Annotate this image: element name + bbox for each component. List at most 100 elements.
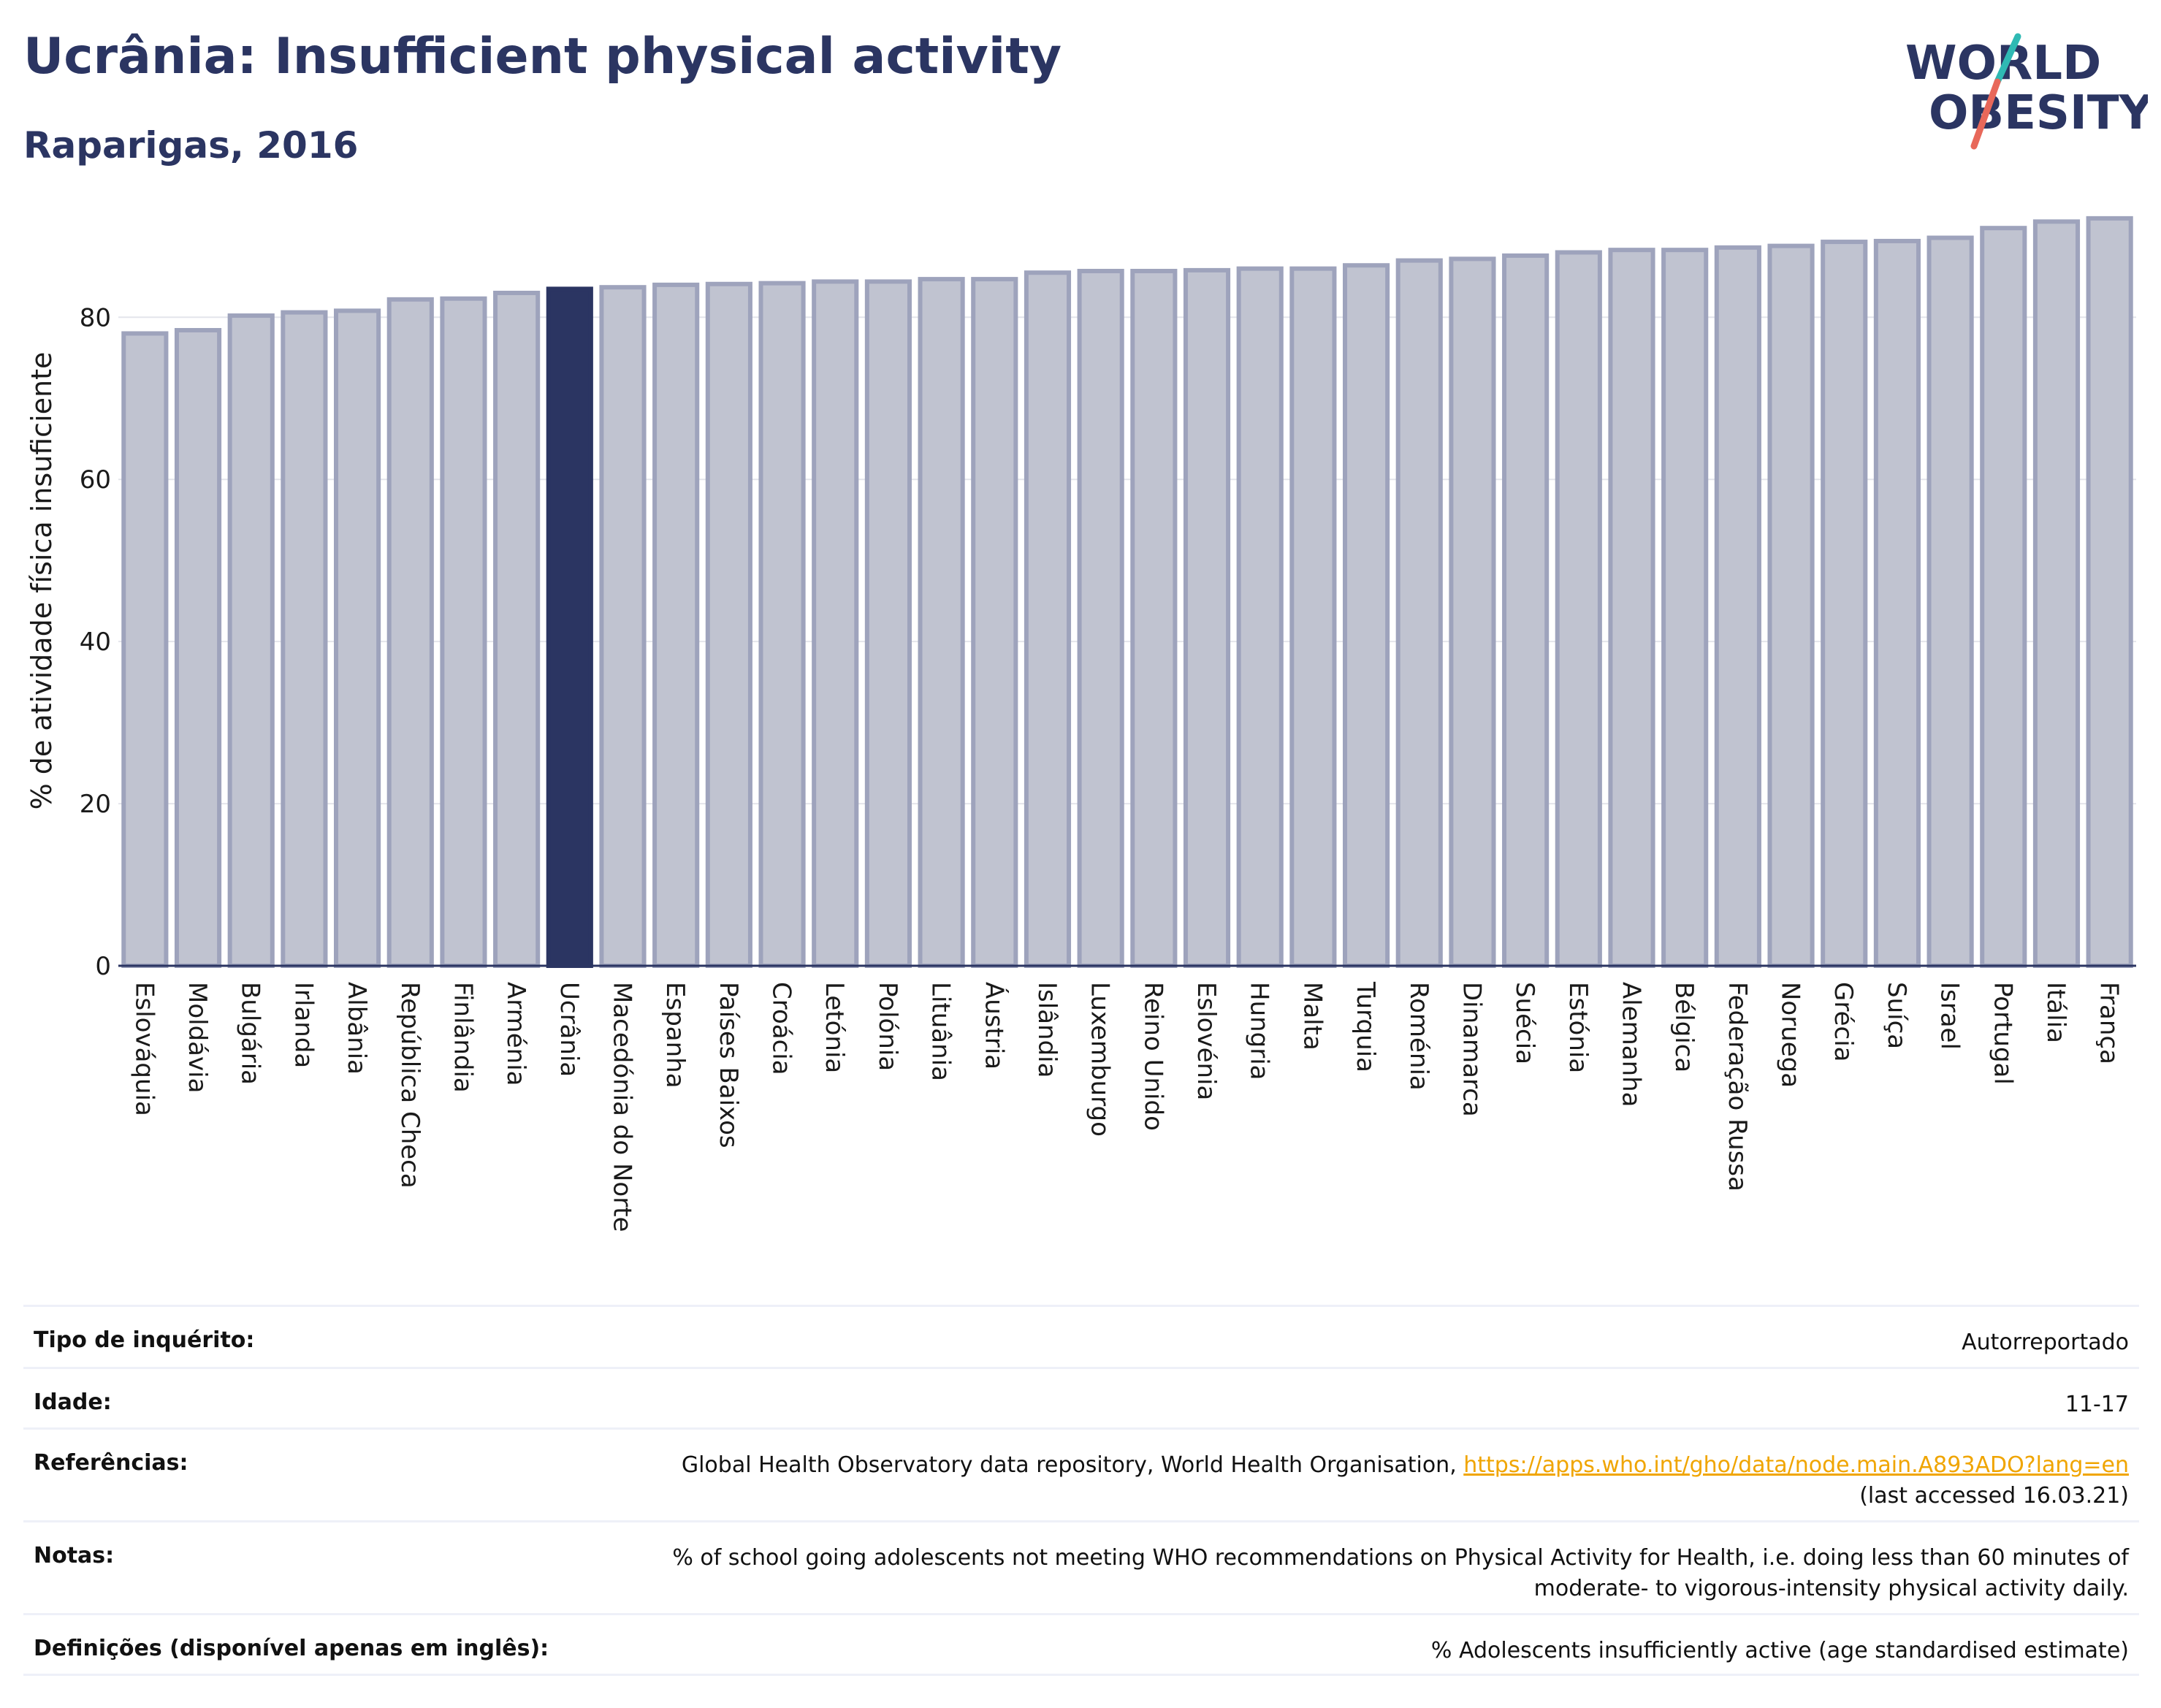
x-tick-label: Polónia — [873, 982, 902, 1071]
notes-value: % of school going adolescents not meetin… — [672, 1543, 2129, 1604]
x-tick-label: Macedónia do Norte — [608, 982, 637, 1232]
bar-12 — [758, 281, 806, 968]
notes-line-1: % of school going adolescents not meetin… — [672, 1545, 2129, 1571]
bar-13 — [812, 279, 859, 968]
x-tick-label: Espanha — [660, 982, 690, 1089]
x-tick-label: Itália — [2041, 982, 2070, 1043]
x-tick-label: Roménia — [1404, 982, 1433, 1091]
meta-row-references: Referências: Global Health Observatory d… — [23, 1427, 2139, 1520]
bar-37 — [2086, 216, 2133, 968]
bar-27 — [1555, 250, 1602, 968]
x-tick-label: Israel — [1935, 982, 1964, 1050]
bar-9 — [599, 285, 647, 968]
x-tick-label: Irlanda — [289, 982, 318, 1068]
x-tick-label: Finlândia — [448, 982, 477, 1093]
references-text: Global Health Observatory data repositor… — [681, 1452, 1464, 1478]
bar-0 — [121, 331, 169, 968]
references-accessed: (last accessed 16.03.21) — [1859, 1483, 2129, 1509]
x-tick-label: Arménia — [501, 982, 530, 1086]
bar-36 — [2032, 219, 2081, 969]
x-tick-label: Suíça — [1882, 982, 1911, 1049]
x-tick-label: Turquia — [1351, 981, 1380, 1072]
bar-4 — [334, 308, 381, 969]
bar-24 — [1395, 258, 1443, 969]
x-tick-label: Moldávia — [183, 982, 212, 1093]
meta-row-definitions: Definições (disponível apenas em inglês)… — [23, 1613, 2139, 1676]
notes-label: Notas: — [34, 1543, 115, 1568]
bar-26 — [1502, 253, 1550, 968]
x-tick-label: Malta — [1297, 982, 1327, 1051]
bar-14 — [864, 279, 912, 968]
bar-33 — [1873, 238, 1921, 969]
x-tick-label: Grécia — [1829, 982, 1858, 1061]
bar-7 — [493, 290, 541, 969]
bar-22 — [1289, 266, 1337, 968]
y-tick-label: 60 — [80, 465, 111, 495]
x-tick-label: Luxemburgo — [1086, 982, 1115, 1137]
bar-29 — [1661, 248, 1709, 968]
bar-15 — [918, 277, 965, 969]
x-tick-label: Ucrânia — [554, 982, 584, 1077]
x-tick-label: Lituânia — [926, 982, 956, 1081]
logo-slash-teal — [1994, 33, 2021, 85]
bar-31 — [1767, 243, 1815, 968]
bar-2 — [227, 313, 275, 968]
x-tick-label: Letónia — [820, 982, 849, 1073]
bar-11 — [705, 281, 752, 968]
age-label: Idade: — [34, 1389, 112, 1415]
bars-layer — [121, 216, 2133, 969]
y-tick-label: 0 — [95, 952, 111, 981]
x-tick-label: Países Baixos — [714, 982, 743, 1148]
bar-17 — [1024, 270, 1072, 968]
bar-1 — [174, 328, 222, 969]
bar-18 — [1077, 269, 1124, 968]
age-value: 11-17 — [2065, 1392, 2129, 1417]
meta-row-age: Idade: 11-17 — [23, 1367, 2139, 1427]
bar-chart: Eslováquia Moldávia Bulgária Irlanda Albânia… — [26, 216, 2136, 1232]
x-tick-label: Eslovénia — [1192, 982, 1221, 1100]
metadata-table: Tipo de inquérito: Autorreportado Idade:… — [23, 1305, 2139, 1676]
x-tick-labels: Eslováquia Moldávia Bulgária Irlanda Albânia… — [129, 981, 2123, 1232]
bar-21 — [1236, 266, 1284, 968]
references-value: Global Health Observatory data repositor… — [682, 1450, 2129, 1511]
x-tick-label: Hungria — [1245, 982, 1274, 1080]
y-tick-labels: 0 20 40 60 80 — [80, 303, 111, 981]
bar-10 — [652, 282, 700, 968]
x-tick-label: Reino Unido — [1138, 982, 1167, 1131]
meta-row-notes: Notas: % of school going adolescents not… — [23, 1520, 2139, 1613]
chart-title: Ucrânia: Insufficient physical activity — [23, 28, 1062, 85]
definitions-value: % Adolescents insufficiently active (age… — [1430, 1638, 2129, 1663]
x-tick-label: Federação Russa — [1723, 982, 1752, 1192]
logo-slash-coral — [1970, 78, 2001, 150]
bar-16 — [971, 277, 1018, 969]
bar-8 — [546, 286, 593, 968]
x-tick-label: Croácia — [767, 982, 796, 1075]
bar-3 — [281, 310, 328, 969]
x-tick-label: Suécia — [1510, 982, 1539, 1064]
bar-25 — [1449, 256, 1496, 969]
x-tick-label: Áustria — [979, 982, 1009, 1070]
x-tick-label: Dinamarca — [1457, 982, 1486, 1117]
references-label: Referências: — [34, 1450, 188, 1476]
bar-32 — [1821, 240, 1868, 969]
survey-type-value: Autorreportado — [1962, 1330, 2129, 1355]
y-tick-label: 40 — [80, 628, 111, 657]
bar-30 — [1714, 245, 1761, 968]
x-tick-label: Albânia — [342, 982, 371, 1075]
bar-6 — [440, 296, 487, 968]
x-tick-label: Estónia — [1563, 982, 1593, 1073]
bar-28 — [1608, 248, 1655, 968]
references-link[interactable]: https://apps.who.int/gho/data/node.main.… — [1463, 1452, 2129, 1478]
y-tick-label: 80 — [80, 303, 111, 332]
x-tick-label: Bélgica — [1669, 982, 1699, 1072]
chart-subtitle: Raparigas, 2016 — [23, 124, 359, 167]
x-tick-label: Portugal — [1988, 982, 2017, 1085]
survey-type-label: Tipo de inquérito: — [34, 1327, 255, 1353]
bar-34 — [1926, 235, 1974, 968]
bar-35 — [1980, 226, 2027, 968]
logo-text-obesity: OBESITY — [1929, 86, 2148, 140]
x-tick-label: República Checa — [395, 982, 424, 1189]
x-tick-label: Eslováquia — [129, 982, 159, 1116]
x-tick-label: Alemanha — [1617, 982, 1646, 1107]
definitions-label: Definições (disponível apenas em inglês)… — [34, 1636, 549, 1661]
